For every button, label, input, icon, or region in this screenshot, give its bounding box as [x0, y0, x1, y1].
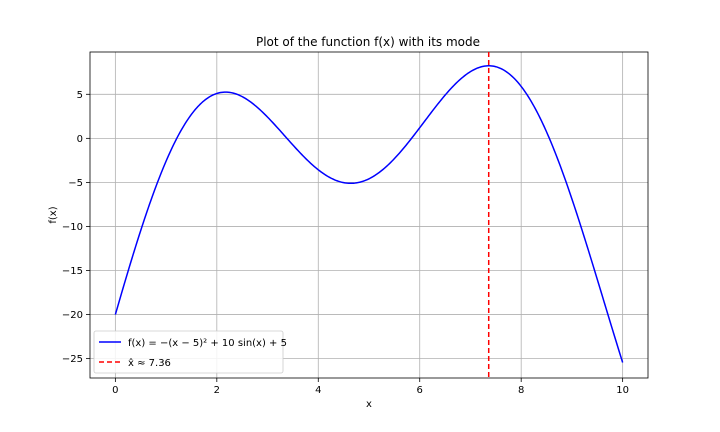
x-tick-label: 8: [518, 385, 524, 396]
y-tick-label: −5: [68, 178, 83, 189]
y-tick-label: 5: [77, 90, 83, 101]
x-tick-label: 10: [616, 385, 629, 396]
x-tick-label: 6: [417, 385, 423, 396]
x-axis-label: x: [366, 399, 372, 410]
y-tick-label: −25: [62, 354, 83, 365]
x-tick-label: 0: [112, 385, 118, 396]
legend-label-mode: x̂ ≈ 7.36: [128, 357, 171, 369]
legend: f(x) = −(x − 5)² + 10 sin(x) + 5 x̂ ≈ 7.…: [93, 330, 287, 374]
legend-box: [93, 330, 284, 374]
legend-label-function: f(x) = −(x − 5)² + 10 sin(x) + 5: [128, 338, 287, 349]
x-tick-label: 4: [315, 385, 321, 396]
x-tick-label: 2: [214, 385, 220, 396]
series-layer: [114, 52, 624, 378]
series-line-function: [114, 65, 624, 363]
y-axis-label: f(x): [48, 206, 59, 223]
y-tick-label: −10: [62, 222, 83, 233]
x-axis-ticks: 0 2 4 6 8 10: [112, 378, 629, 396]
chart-title: Plot of the function f(x) with its mode: [256, 35, 480, 49]
y-tick-label: −20: [62, 310, 83, 321]
grid: [90, 52, 648, 378]
y-tick-label: −15: [62, 266, 83, 277]
y-axis-ticks: −25 −20 −15 −10 −5 0 5: [62, 90, 90, 365]
plot-area-frame: [89, 51, 649, 379]
y-tick-label: 0: [77, 134, 83, 145]
